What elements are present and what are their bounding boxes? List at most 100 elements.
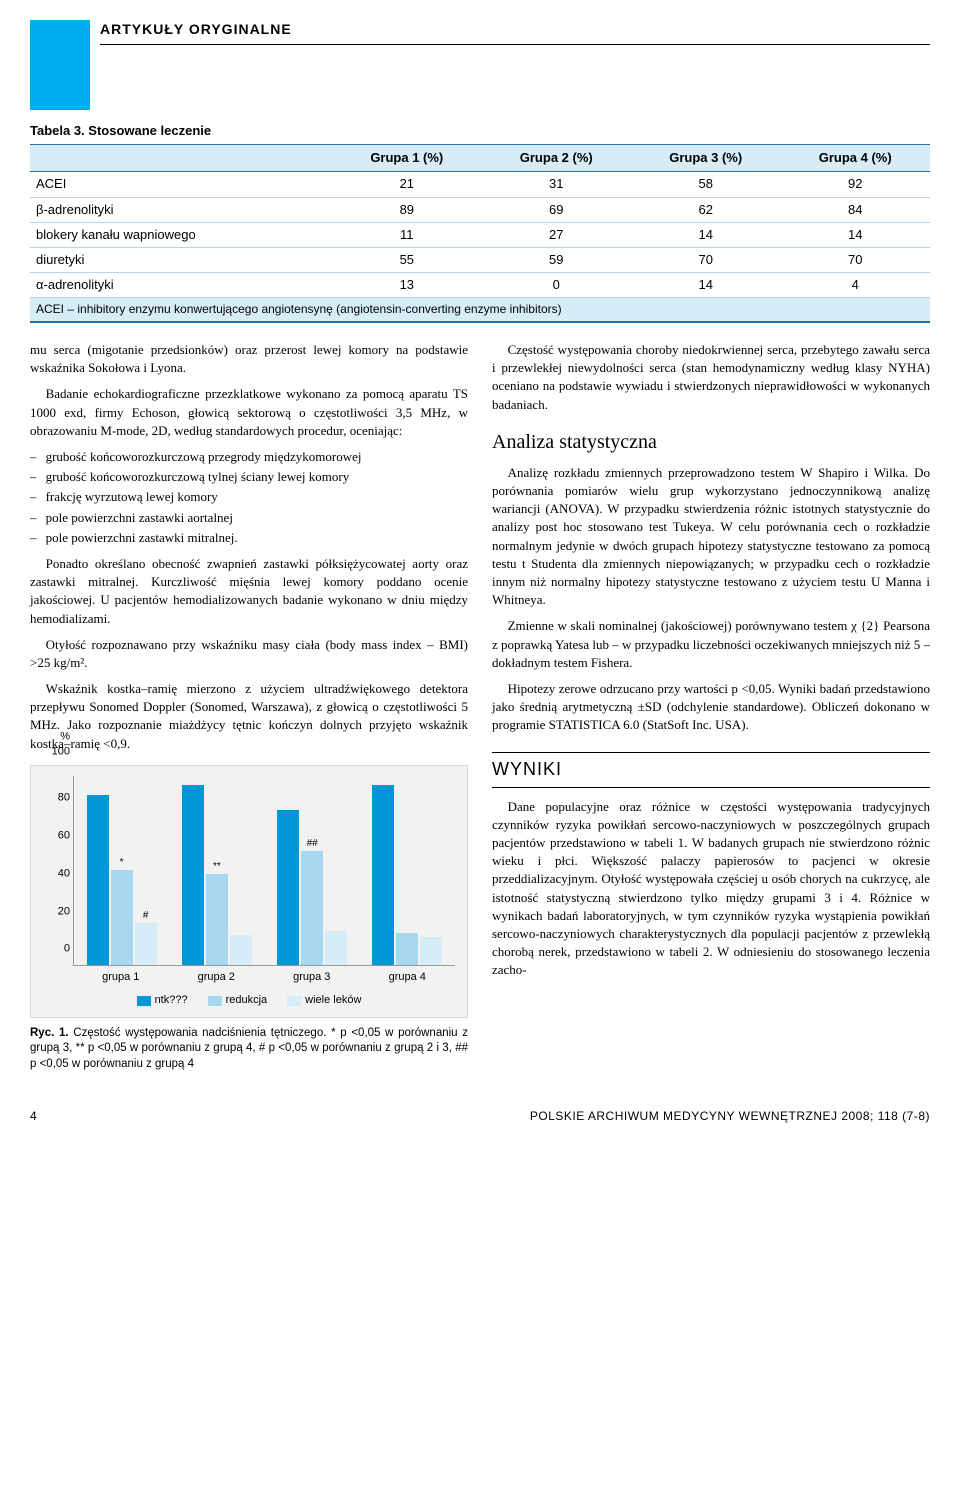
- accent-block: [30, 20, 90, 110]
- table-cell: 69: [482, 197, 631, 222]
- table-cell: ACEI: [30, 172, 332, 197]
- table-header-cell: Grupa 3 (%): [631, 145, 780, 172]
- table-cell: 84: [780, 197, 930, 222]
- table-row: α-adrenolityki130144: [30, 273, 930, 298]
- table-cell: 92: [780, 172, 930, 197]
- chart-bar: [396, 933, 418, 965]
- chart-bar: [372, 785, 394, 965]
- bullet-list: grubość końcoworozkurczową przegrody mię…: [30, 448, 468, 547]
- chart-x-label: grupa 4: [360, 970, 456, 985]
- chart-bar-marker: ##: [307, 837, 318, 851]
- table-cell: blokery kanału wapniowego: [30, 222, 332, 247]
- chart-bar-group: *#: [74, 776, 169, 965]
- table-cell: 27: [482, 222, 631, 247]
- table-cell: 58: [631, 172, 780, 197]
- table-cell: 4: [780, 273, 930, 298]
- chart-bar: ##: [301, 851, 323, 964]
- chart-bars: *#**##: [74, 776, 455, 965]
- two-column-body: mu serca (migotanie przedsionków) oraz p…: [30, 341, 930, 1080]
- header-rule: [100, 44, 930, 45]
- chart-bar-group: **: [169, 776, 264, 965]
- chart-bar: [87, 795, 109, 965]
- figure1-chart: *#**## 020406080% 100 grupa 1grupa 2grup…: [30, 765, 468, 1018]
- right-column: Częstość występowania choroby niedokrwie…: [492, 341, 930, 1080]
- paragraph: Częstość występowania choroby niedokrwie…: [492, 341, 930, 414]
- chart-bar: [182, 785, 204, 965]
- list-item: pole powierzchni zastawki mitralnej.: [30, 529, 468, 547]
- chart-legend: ntk??? redukcja wiele leków: [43, 993, 455, 1008]
- chart-bar-group: [360, 776, 455, 965]
- heading-wyniki: WYNIKI: [492, 752, 930, 787]
- chart-bar: [277, 810, 299, 965]
- paragraph: Ponadto określano obecność zwapnień zast…: [30, 555, 468, 628]
- header-label-wrap: ARTYKUŁY ORYGINALNE: [100, 20, 930, 59]
- table-row: ACEI21315892: [30, 172, 930, 197]
- chart-ytick: % 100: [44, 730, 70, 761]
- list-item: grubość końcoworozkurczową tylnej ściany…: [30, 468, 468, 486]
- paragraph: mu serca (migotanie przedsionków) oraz p…: [30, 341, 468, 377]
- chart-bar: [325, 931, 347, 965]
- paragraph: Badanie echokardiograficzne przezklatkow…: [30, 385, 468, 440]
- table-cell: 21: [332, 172, 481, 197]
- table3-block: Tabela 3. Stosowane leczenie Grupa 1 (%)…: [30, 122, 930, 323]
- list-item: pole powierzchni zastawki aortalnej: [30, 509, 468, 527]
- legend-swatch: [208, 996, 222, 1006]
- table-cell: 13: [332, 273, 481, 298]
- chart-plot-area: *#**## 020406080% 100: [73, 776, 455, 966]
- legend-item: wiele leków: [287, 993, 361, 1008]
- legend-label: wiele leków: [305, 993, 361, 1008]
- page-footer: 4 POLSKIE ARCHIWUM MEDYCYNY WEWNĘTRZNEJ …: [30, 1104, 930, 1125]
- page-header: ARTYKUŁY ORYGINALNE: [30, 20, 930, 110]
- table-header-cell: Grupa 4 (%): [780, 145, 930, 172]
- legend-label: redukcja: [226, 993, 268, 1008]
- table-cell: 14: [631, 222, 780, 247]
- legend-swatch: [137, 996, 151, 1006]
- chart-ytick: 20: [44, 904, 70, 919]
- chart-bar: [420, 937, 442, 965]
- table-header-cell: Grupa 2 (%): [482, 145, 631, 172]
- table-cell: 55: [332, 247, 481, 272]
- table-footnote: ACEI – inhibitory enzymu konwertującego …: [30, 298, 930, 322]
- table-cell: 59: [482, 247, 631, 272]
- page-number: 4: [30, 1108, 37, 1125]
- table-cell: 14: [631, 273, 780, 298]
- chart-x-label: grupa 3: [264, 970, 360, 985]
- chart-x-label: grupa 1: [73, 970, 169, 985]
- table-cell: β-adrenolityki: [30, 197, 332, 222]
- chart-bar-group: ##: [265, 776, 360, 965]
- chart-bar: [230, 935, 252, 965]
- chart-ytick: 60: [44, 828, 70, 843]
- chart-bar-marker: *: [120, 856, 124, 870]
- table-cell: diuretyki: [30, 247, 332, 272]
- journal-ref: POLSKIE ARCHIWUM MEDYCYNY WEWNĘTRZNEJ 20…: [530, 1108, 930, 1125]
- chart-bar: *: [111, 870, 133, 965]
- chart-bar-marker: **: [213, 860, 221, 874]
- legend-item: redukcja: [208, 993, 268, 1008]
- table-header-cell: [30, 145, 332, 172]
- table-row: blokery kanału wapniowego11271414: [30, 222, 930, 247]
- table-cell: 70: [631, 247, 780, 272]
- chart-bar-marker: #: [143, 909, 149, 923]
- table-cell: α-adrenolityki: [30, 273, 332, 298]
- list-item: grubość końcoworozkurczową przegrody mię…: [30, 448, 468, 466]
- caption-text: Częstość występowania nadciśnienia tętni…: [30, 1027, 468, 1070]
- section-label: ARTYKUŁY ORYGINALNE: [100, 20, 930, 40]
- chart-x-labels: grupa 1grupa 2grupa 3grupa 4: [73, 970, 455, 985]
- left-column: mu serca (migotanie przedsionków) oraz p…: [30, 341, 468, 1080]
- figure1-caption: Ryc. 1. Częstość występowania nadciśnien…: [30, 1026, 468, 1073]
- paragraph: Analizę rozkładu zmiennych przeprowadzon…: [492, 464, 930, 610]
- paragraph: Hipotezy zerowe odrzucano przy wartości …: [492, 680, 930, 735]
- table-cell: 31: [482, 172, 631, 197]
- chart-x-label: grupa 2: [169, 970, 265, 985]
- table3-title: Tabela 3. Stosowane leczenie: [30, 122, 930, 140]
- list-item: frakcję wyrzutową lewej komory: [30, 488, 468, 506]
- paragraph: Otyłość rozpoznawano przy wskaźniku masy…: [30, 636, 468, 672]
- table-cell: 70: [780, 247, 930, 272]
- heading-analiza: Analiza statystyczna: [492, 428, 930, 456]
- table-footnote-row: ACEI – inhibitory enzymu konwertującego …: [30, 298, 930, 322]
- caption-lead: Ryc. 1.: [30, 1027, 69, 1039]
- legend-item: ntk???: [137, 993, 188, 1008]
- paragraph: Wskaźnik kostka–ramię mierzono z użyciem…: [30, 680, 468, 753]
- table-cell: 0: [482, 273, 631, 298]
- paragraph: Zmienne w skali nominalnej (jakościowej)…: [492, 617, 930, 672]
